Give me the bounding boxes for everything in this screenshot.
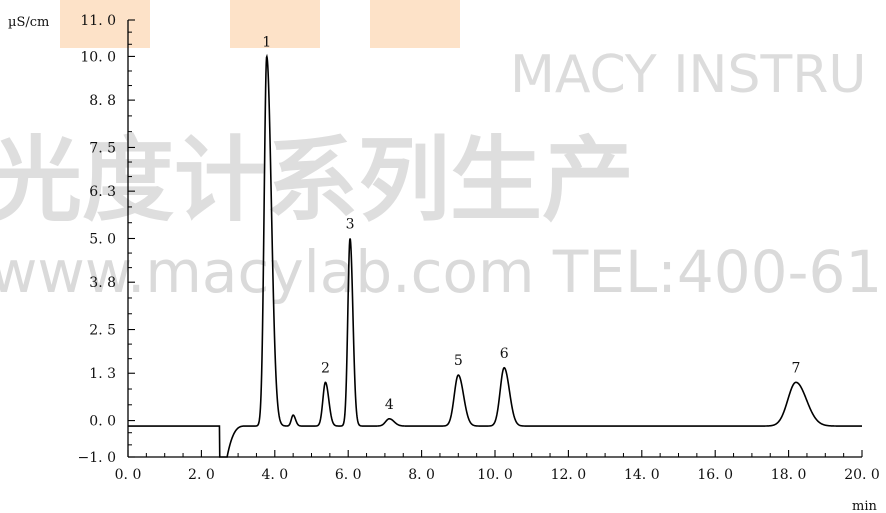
peak-label-4: 4 [385,397,394,413]
peak-label-3: 3 [346,217,355,233]
x-tick-label: 20. 0 [844,467,880,483]
chart-ticks: 0. 0 2. 0 4. 0 6. 0 8. 0 10. 0 12. 0 14. 0 16. 0… [78,13,880,483]
x-tick-label: 6. 0 [335,467,362,483]
y-tick-label: 0. 0 [89,414,116,430]
y-tick-label: 10. 0 [80,49,116,65]
y-tick-label: 7. 5 [89,140,116,156]
peak-labels: 1 2 3 4 5 6 7 [262,34,800,412]
y-tick-label: 8. 8 [89,93,116,109]
watermark-logo-block-orange-2 [230,0,320,48]
x-tick-label: 14. 0 [624,467,660,483]
x-tick-label: 16. 0 [697,467,733,483]
watermark: MACY INSTRU 光度计系列生产 www.macylab.com TEL:… [0,0,882,306]
series-line-conductivity [128,53,862,458]
x-axis-unit-label: min [852,499,877,513]
y-tick-label: 5. 0 [89,232,116,248]
x-tick-label: 4. 0 [261,467,288,483]
watermark-logo-block-orange [60,0,150,48]
x-tick-label: 10. 0 [477,467,513,483]
peak-label-7: 7 [791,360,800,376]
y-tick-label: 11. 0 [80,13,116,29]
peak-label-2: 2 [321,360,330,376]
peak-label-1: 1 [262,34,271,50]
x-tick-label: 18. 0 [771,467,807,483]
x-tick-label: 0. 0 [115,467,142,483]
x-tick-label: 8. 0 [408,467,435,483]
peak-label-5: 5 [454,353,463,369]
x-tick-label: 12. 0 [551,467,587,483]
watermark-cjk-text: 光度计系列生产 [0,127,634,234]
watermark-url-text: www.macylab.com TEL:400-61 [0,238,882,306]
y-tick-label: 2. 5 [89,323,116,339]
watermark-brand-text: MACY INSTRU [510,45,866,105]
y-tick-label: −1. 0 [78,450,116,466]
watermark-logo-block-orange-3 [370,0,460,48]
y-axis-unit-label: µS/cm [8,15,49,30]
y-tick-label: 6. 3 [89,184,116,200]
y-tick-label: 1. 3 [89,366,116,382]
peak-label-6: 6 [500,346,509,362]
x-tick-label: 2. 0 [188,467,215,483]
y-tick-label: 3. 8 [89,275,116,291]
